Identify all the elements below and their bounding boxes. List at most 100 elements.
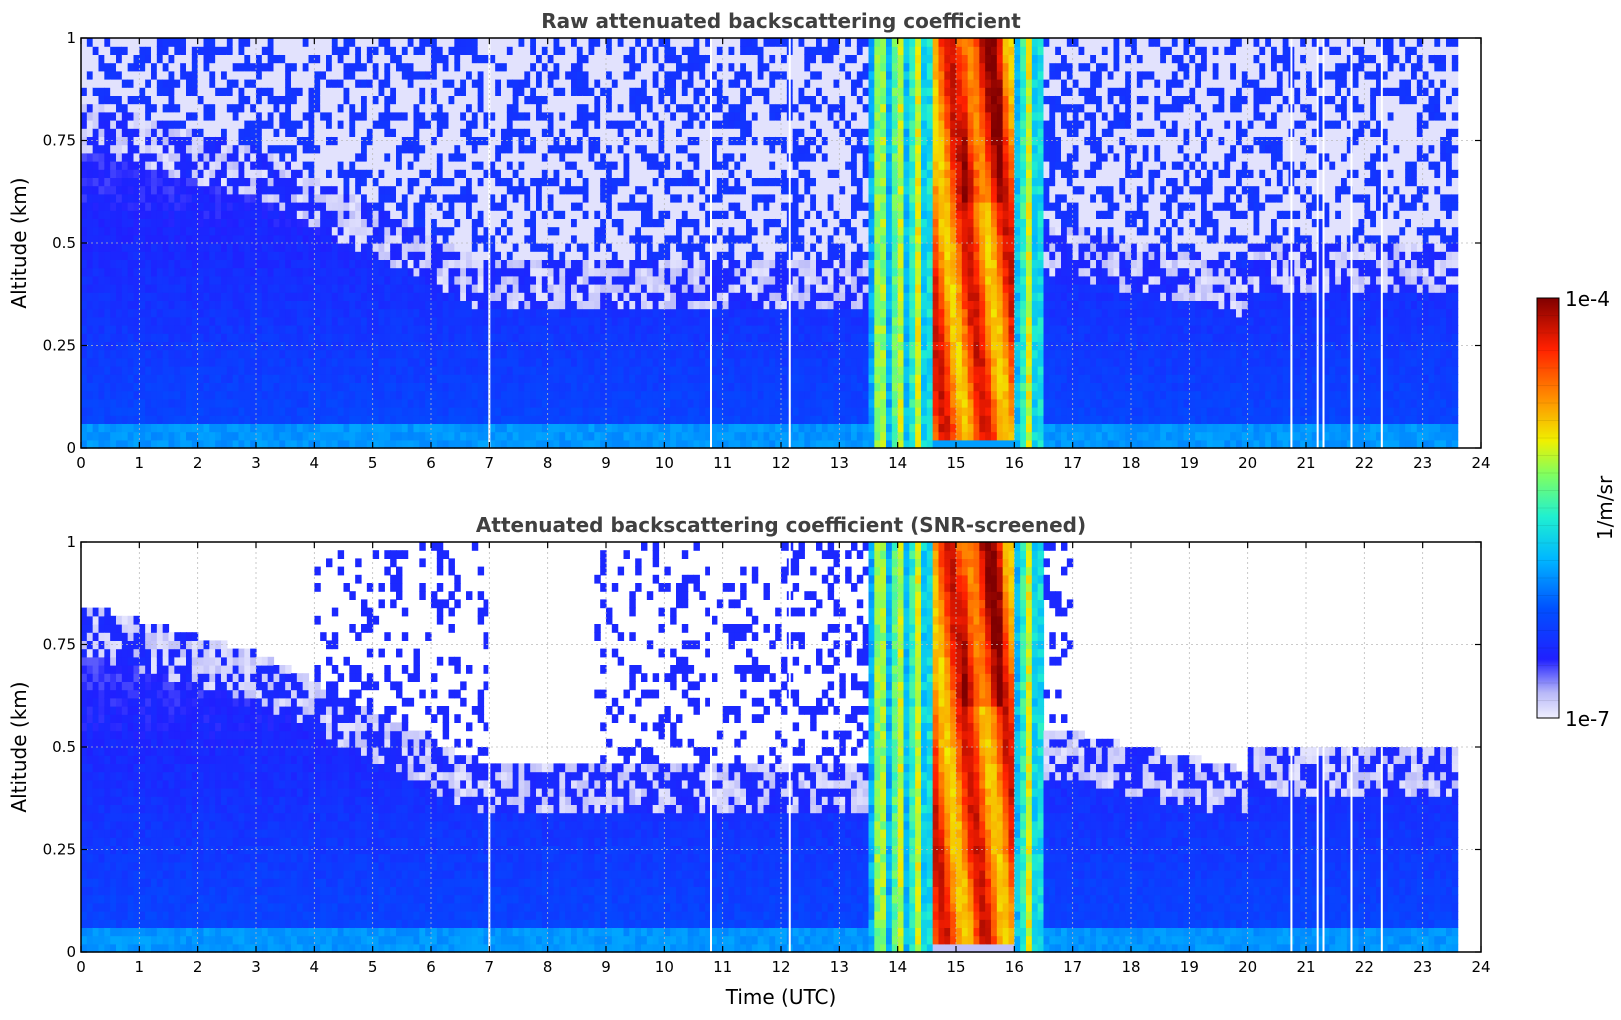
heatmap-cell <box>588 169 595 178</box>
heatmap-cell <box>576 349 584 359</box>
heatmap-cell <box>133 54 140 64</box>
heatmap-cell <box>460 128 467 137</box>
heatmap-cell <box>530 284 537 293</box>
heatmap-cell <box>296 316 304 326</box>
heatmap-cell <box>139 251 146 260</box>
heatmap-cell <box>623 226 630 236</box>
heatmap-cell <box>396 407 403 416</box>
heatmap-cell <box>623 79 630 88</box>
heatmap-cell <box>186 382 193 392</box>
heatmap-cell <box>151 333 158 342</box>
heatmap-cell <box>151 87 158 96</box>
heatmap-cell <box>396 341 403 351</box>
heatmap-cell <box>641 38 648 47</box>
heatmap-cell <box>226 234 234 244</box>
heatmap-cell <box>314 275 321 285</box>
heatmap-cell <box>366 267 374 277</box>
heatmap-cell <box>186 423 193 433</box>
heatmap-cell <box>320 439 327 449</box>
heatmap-cell <box>232 218 240 228</box>
heatmap-cell <box>180 423 187 433</box>
heatmap-cell <box>86 193 94 203</box>
heatmap-cell <box>559 374 566 383</box>
heatmap-cell <box>331 234 339 244</box>
heatmap-cell <box>296 120 304 129</box>
heatmap-cell <box>483 169 490 178</box>
heatmap-cell <box>221 193 228 203</box>
heatmap-cell <box>343 152 350 162</box>
heatmap-cell <box>600 259 607 269</box>
heatmap-cell <box>588 62 595 72</box>
heatmap-cell <box>273 120 280 129</box>
heatmap-cell <box>506 275 514 285</box>
heatmap-cell <box>244 202 251 211</box>
heatmap-cell <box>565 46 572 55</box>
heatmap-cell <box>86 54 94 64</box>
heatmap-cell <box>302 38 310 47</box>
heatmap-cell <box>431 46 438 55</box>
heatmap-cell <box>565 226 572 236</box>
heatmap-cell <box>273 185 280 195</box>
heatmap-cell <box>180 267 187 277</box>
heatmap-cell <box>571 70 578 80</box>
heatmap-cell <box>565 185 572 195</box>
heatmap-cell <box>553 38 560 47</box>
heatmap-cell <box>110 259 117 269</box>
heatmap-cell <box>658 152 665 162</box>
heatmap-cell <box>244 431 251 441</box>
heatmap-cell <box>203 407 210 416</box>
heatmap-cell <box>291 128 298 137</box>
heatmap-cell <box>349 349 356 359</box>
heatmap-cell <box>641 415 648 424</box>
heatmap-cell <box>611 218 619 228</box>
heatmap-cell <box>226 259 234 269</box>
heatmap-cell <box>191 62 199 72</box>
heatmap-cell <box>168 382 175 392</box>
heatmap-cell <box>565 259 572 269</box>
heatmap-cell <box>174 415 181 424</box>
heatmap-cell <box>361 423 368 433</box>
heatmap-cell <box>460 439 467 449</box>
heatmap-cell <box>133 415 140 424</box>
heatmap-cell <box>606 349 613 359</box>
heatmap-cell <box>384 177 391 187</box>
heatmap-cell <box>221 62 228 72</box>
heatmap-cell <box>191 423 199 433</box>
heatmap-cell <box>349 202 356 211</box>
heatmap-cell <box>530 423 537 433</box>
heatmap-cell <box>331 120 339 129</box>
heatmap-cell <box>302 234 310 244</box>
heatmap-cell <box>436 349 444 359</box>
heatmap-cell <box>244 349 251 359</box>
heatmap-cell <box>413 300 420 310</box>
heatmap-cell <box>611 177 619 187</box>
heatmap-cell <box>98 423 105 433</box>
heatmap-cell <box>501 87 508 96</box>
heatmap-cell <box>355 62 362 72</box>
heatmap-cell <box>273 95 280 105</box>
heatmap-cell <box>238 243 245 252</box>
heatmap-cell <box>460 87 467 96</box>
heatmap-cell <box>565 234 572 244</box>
heatmap-cell <box>168 292 175 301</box>
heatmap-cell <box>390 439 397 449</box>
heatmap-cell <box>384 251 391 260</box>
heatmap-cell <box>576 316 584 326</box>
heatmap-cell <box>244 87 251 96</box>
heatmap-cell <box>530 161 537 170</box>
heatmap-cell <box>396 357 403 367</box>
heatmap-cell <box>471 54 479 64</box>
heatmap-cell <box>611 193 619 203</box>
heatmap-cell <box>518 161 525 170</box>
heatmap-cell <box>121 292 129 301</box>
heatmap-cell <box>320 38 327 47</box>
heatmap-cell <box>133 161 140 170</box>
heatmap-cell <box>244 169 251 178</box>
heatmap-cell <box>226 382 234 392</box>
heatmap-cell <box>396 308 403 318</box>
heatmap-cell <box>431 111 438 121</box>
heatmap-cell <box>127 316 135 326</box>
heatmap-cell <box>419 431 426 441</box>
heatmap-cell <box>156 259 164 269</box>
heatmap-cell <box>133 169 140 178</box>
